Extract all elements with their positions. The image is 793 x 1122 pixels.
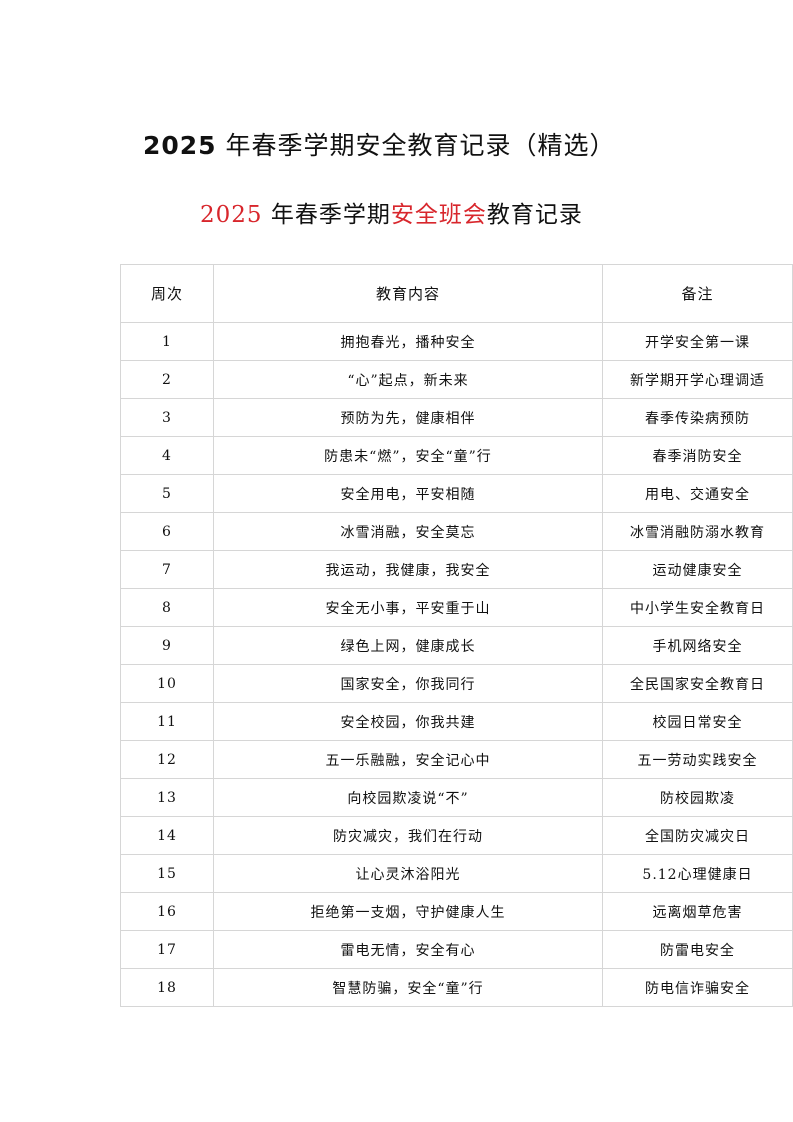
table-row: 5 安全用电，平安相随 用电、交通安全 [120, 474, 793, 513]
notes-cell: 防校园欺凌 [602, 778, 793, 817]
content-cell: “心”起点，新未来 [213, 360, 603, 399]
week-cell: 5 [120, 474, 214, 513]
subtitle-highlight: 安全班会 [390, 202, 487, 228]
week-cell: 8 [120, 588, 214, 627]
document-title: 2025 年春季学期安全教育记录（精选） [143, 126, 616, 162]
document-subtitle: 2025 年春季学期安全班会教育记录 [200, 195, 583, 229]
content-cell: 雷电无情，安全有心 [213, 930, 603, 969]
subtitle-year: 2025 [200, 202, 263, 228]
table-row: 6 冰雪消融，安全莫忘 冰雪消融防溺水教育 [120, 512, 793, 551]
content-cell: 让心灵沐浴阳光 [213, 854, 603, 893]
content-cell: 预防为先，健康相伴 [213, 398, 603, 437]
title-text: 年春季学期安全教育记录（精选） [216, 131, 616, 160]
table-header-row: 周次 教育内容 备注 [120, 264, 793, 323]
content-cell: 安全校园，你我共建 [213, 702, 603, 741]
week-cell: 18 [120, 968, 214, 1007]
week-cell: 3 [120, 398, 214, 437]
table-row: 4 防患未“燃”，安全“童”行 春季消防安全 [120, 436, 793, 475]
table-row: 2 “心”起点，新未来 新学期开学心理调适 [120, 360, 793, 399]
week-cell: 13 [120, 778, 214, 817]
notes-cell: 中小学生安全教育日 [602, 588, 793, 627]
content-cell: 安全用电，平安相随 [213, 474, 603, 513]
notes-cell: 手机网络安全 [602, 626, 793, 665]
notes-cell: 全民国家安全教育日 [602, 664, 793, 703]
week-cell: 7 [120, 550, 214, 589]
notes-cell: 校园日常安全 [602, 702, 793, 741]
notes-cell: 5.12心理健康日 [602, 854, 793, 893]
week-cell: 11 [120, 702, 214, 741]
content-cell: 拥抱春光，播种安全 [213, 322, 603, 361]
week-cell: 10 [120, 664, 214, 703]
week-cell: 15 [120, 854, 214, 893]
week-cell: 14 [120, 816, 214, 855]
table-row: 11 安全校园，你我共建 校园日常安全 [120, 702, 793, 741]
notes-cell: 全国防灾减灾日 [602, 816, 793, 855]
week-cell: 9 [120, 626, 214, 665]
content-cell: 向校园欺凌说“不” [213, 778, 603, 817]
header-week: 周次 [120, 264, 214, 323]
week-cell: 16 [120, 892, 214, 931]
week-cell: 1 [120, 322, 214, 361]
content-cell: 防灾减灾，我们在行动 [213, 816, 603, 855]
notes-cell: 运动健康安全 [602, 550, 793, 589]
subtitle-part2: 教育记录 [486, 202, 583, 228]
table-row: 18 智慧防骗，安全“童”行 防电信诈骗安全 [120, 968, 793, 1007]
table-row: 3 预防为先，健康相伴 春季传染病预防 [120, 398, 793, 437]
week-cell: 12 [120, 740, 214, 779]
content-cell: 安全无小事，平安重于山 [213, 588, 603, 627]
subtitle-part1: 年春季学期 [262, 202, 391, 228]
table-row: 10 国家安全，你我同行 全民国家安全教育日 [120, 664, 793, 703]
education-record-table: 周次 教育内容 备注 1 拥抱春光，播种安全 开学安全第一课 2 “心”起点，新未来 新学… [120, 264, 793, 1007]
content-cell: 国家安全，你我同行 [213, 664, 603, 703]
header-content: 教育内容 [213, 264, 603, 323]
notes-cell: 远离烟草危害 [602, 892, 793, 931]
notes-cell: 五一劳动实践安全 [602, 740, 793, 779]
content-cell: 防患未“燃”，安全“童”行 [213, 436, 603, 475]
table-row: 7 我运动，我健康，我安全 运动健康安全 [120, 550, 793, 589]
notes-cell: 用电、交通安全 [602, 474, 793, 513]
table-row: 17 雷电无情，安全有心 防雷电安全 [120, 930, 793, 969]
notes-cell: 冰雪消融防溺水教育 [602, 512, 793, 551]
content-cell: 绿色上网，健康成长 [213, 626, 603, 665]
week-cell: 4 [120, 436, 214, 475]
table-row: 13 向校园欺凌说“不” 防校园欺凌 [120, 778, 793, 817]
content-cell: 拒绝第一支烟，守护健康人生 [213, 892, 603, 931]
notes-cell: 防电信诈骗安全 [602, 968, 793, 1007]
notes-cell: 新学期开学心理调适 [602, 360, 793, 399]
week-cell: 2 [120, 360, 214, 399]
table-row: 16 拒绝第一支烟，守护健康人生 远离烟草危害 [120, 892, 793, 931]
notes-cell: 春季消防安全 [602, 436, 793, 475]
table-row: 1 拥抱春光，播种安全 开学安全第一课 [120, 322, 793, 361]
notes-cell: 开学安全第一课 [602, 322, 793, 361]
content-cell: 智慧防骗，安全“童”行 [213, 968, 603, 1007]
table-row: 8 安全无小事，平安重于山 中小学生安全教育日 [120, 588, 793, 627]
table-row: 14 防灾减灾，我们在行动 全国防灾减灾日 [120, 816, 793, 855]
content-cell: 冰雪消融，安全莫忘 [213, 512, 603, 551]
table-row: 15 让心灵沐浴阳光 5.12心理健康日 [120, 854, 793, 893]
content-cell: 我运动，我健康，我安全 [213, 550, 603, 589]
table-row: 9 绿色上网，健康成长 手机网络安全 [120, 626, 793, 665]
header-notes: 备注 [602, 264, 793, 323]
week-cell: 17 [120, 930, 214, 969]
notes-cell: 春季传染病预防 [602, 398, 793, 437]
title-year: 2025 [143, 131, 217, 160]
week-cell: 6 [120, 512, 214, 551]
content-cell: 五一乐融融，安全记心中 [213, 740, 603, 779]
table-row: 12 五一乐融融，安全记心中 五一劳动实践安全 [120, 740, 793, 779]
notes-cell: 防雷电安全 [602, 930, 793, 969]
